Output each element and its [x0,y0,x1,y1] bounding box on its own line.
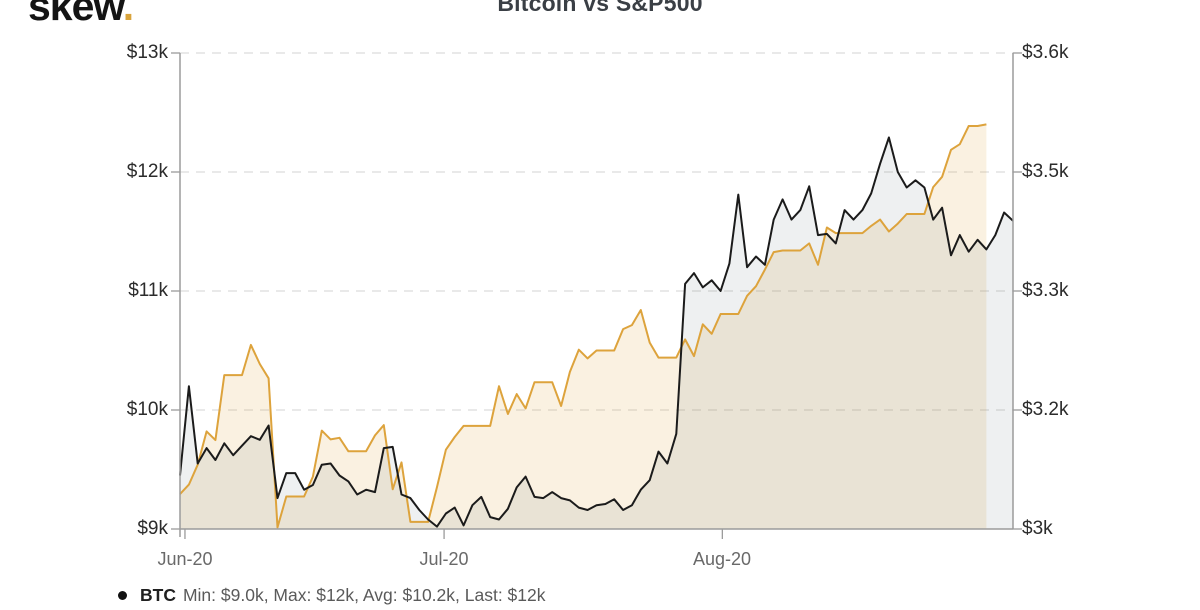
logo-text: skew [28,0,124,29]
y-axis-left-label: $11k [128,280,168,301]
y-axis-right-label: $3k [1022,518,1053,539]
y-axis-left-label: $12k [126,161,168,182]
series-areas [180,124,1013,530]
y-axis-right-label: $3.3k [1022,280,1069,301]
y-axis-left-label: $10k [126,399,168,420]
axis-ticks [171,52,1022,539]
y-axis-right-label: $3.6k [1022,42,1069,63]
legend-item-btc[interactable]: BTC Min: $9.0k, Max: $12k, Avg: $10.2k, … [118,585,546,606]
y-axis-right-label: $3.2k [1022,399,1069,420]
gridlines [180,52,1013,411]
x-axis-label: Jun-20 [157,549,213,569]
legend-series-name: BTC [140,585,176,605]
logo-dot: . [122,0,134,29]
series-lines [179,123,1014,529]
legend-series-stats: Min: $9.0k, Max: $12k, Avg: $10.2k, Last… [182,585,546,605]
x-axis-label: Aug-20 [692,549,752,569]
legend-bullet-icon [118,591,127,600]
x-axis-label: Jul-20 [419,549,469,569]
skew-logo: skew. [28,0,134,30]
y-axis-left-label: $13k [126,42,168,63]
y-axis-right-label: $3.5k [1022,161,1069,182]
chart-title: Bitcoin vs S&P500 [497,0,703,16]
y-axis-left-label: $9k [137,518,168,539]
